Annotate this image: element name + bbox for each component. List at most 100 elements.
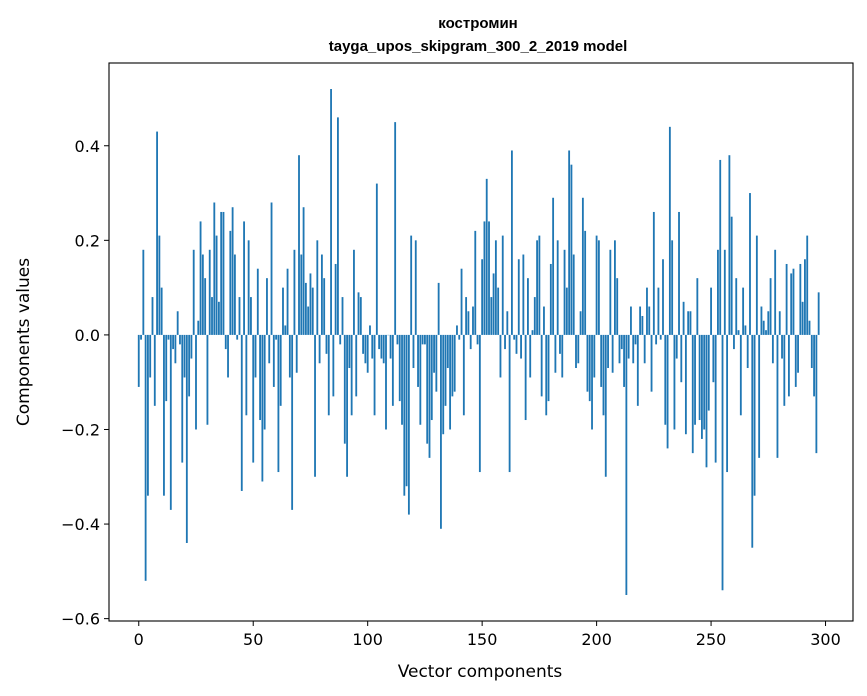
bar-242 [691,334,694,454]
bar-100 [366,334,369,373]
bar-34 [215,235,218,335]
bar-245 [698,334,701,421]
bar-135 [446,334,449,369]
bar-130 [435,334,438,392]
bar-286 [792,268,795,335]
bar-60 [275,334,278,340]
bar-54 [261,334,264,482]
bar-23 [190,334,193,359]
bar-256 [723,249,726,335]
bar-113 [396,334,399,345]
x-tick-label: 200 [581,630,612,649]
bar-48 [247,240,250,335]
bar-91 [346,334,348,477]
bar-58 [270,202,273,335]
y-tick-label: 0.0 [75,326,100,345]
bar-33 [213,202,216,335]
bar-252 [714,334,717,463]
y-axis-ticks: −0.6 −0.4 −0.2 0.0 0.2 0.4 [61,137,109,629]
bar-45 [240,334,243,491]
bar-81 [323,278,326,335]
bar-146 [472,306,474,335]
bar-69 [295,334,298,373]
bar-176 [540,334,543,397]
bar-68 [293,249,296,335]
bar-202 [600,334,603,387]
bar-27 [199,221,202,335]
bar-139 [456,325,458,335]
bar-21 [185,334,188,543]
bar-158 [499,334,502,378]
bar-182 [554,334,557,373]
bar-266 [746,334,749,369]
bar-80 [320,254,323,335]
bar-15 [172,334,175,350]
bar-173 [533,297,536,335]
bar-55 [263,334,266,430]
bar-278 [774,249,777,335]
bar-191 [575,334,577,369]
bar-235 [675,334,678,359]
bar-258 [728,155,731,335]
bar-271 [758,334,761,458]
bar-207 [611,334,614,373]
bar-203 [602,334,605,416]
bar-115 [401,334,403,425]
bar-204 [604,334,607,477]
bar-210 [618,334,621,364]
bar-147 [474,230,477,335]
bar-148 [476,334,479,345]
bar-36 [220,211,223,335]
bar-62 [279,334,282,406]
bar-110 [389,334,392,359]
x-tick-label: 250 [696,630,727,649]
bars-group [137,89,820,595]
bar-185 [561,334,564,378]
bar-296 [815,334,818,454]
bar-230 [664,334,667,425]
bar-79 [318,334,321,364]
bar-247 [703,334,706,430]
bar-24 [192,249,195,335]
bar-157 [497,287,500,335]
bar-174 [536,240,538,335]
bar-102 [371,334,374,359]
bar-190 [572,254,575,335]
bar-63 [282,287,284,335]
bar-129 [433,334,435,373]
bar-64 [284,325,287,335]
bar-114 [398,334,401,402]
bar-5 [149,334,152,378]
bar-219 [639,306,642,335]
bar-251 [712,334,715,383]
bar-71 [300,254,303,335]
bar-138 [453,334,456,392]
bar-175 [538,235,541,335]
bar-2 [142,249,145,335]
x-tick-label: 300 [810,630,841,649]
bar-52 [256,268,259,335]
bar-192 [577,334,580,364]
bar-50 [252,334,255,463]
bar-8 [156,131,158,335]
bar-153 [488,221,490,335]
bar-20 [183,334,186,378]
bar-29 [204,278,207,335]
bar-66 [288,334,291,378]
bar-159 [501,235,504,335]
bar-181 [552,197,555,335]
bar-287 [794,334,797,387]
bar-143 [465,297,468,335]
bar-53 [259,334,261,421]
bar-268 [751,334,754,548]
bar-88 [339,334,342,345]
bar-205 [607,334,609,369]
bar-77 [314,334,316,477]
bar-145 [469,334,472,350]
bar-193 [579,311,582,335]
bar-107 [382,334,385,364]
bar-169 [524,334,527,421]
bar-116 [403,334,406,496]
bar-144 [467,311,470,335]
bar-18 [179,334,181,345]
